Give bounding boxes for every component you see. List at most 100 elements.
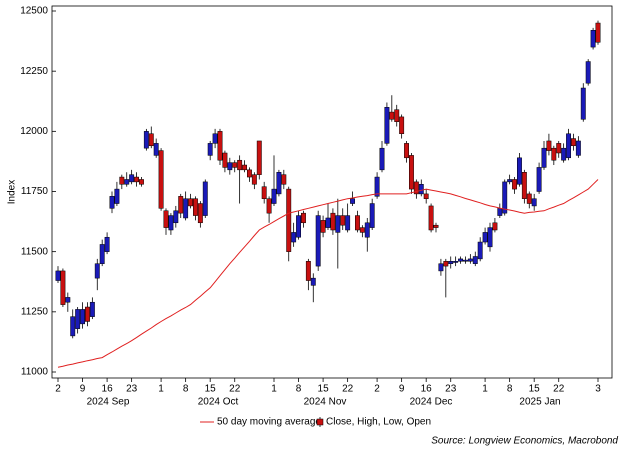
x-tick-label: 8 — [183, 384, 189, 395]
candle-body — [418, 184, 424, 195]
candle-body — [482, 232, 488, 243]
x-tick-label: 22 — [229, 384, 241, 395]
x-tick-label: 22 — [553, 384, 565, 395]
candle-body — [472, 256, 478, 264]
x-tick-label: 9 — [399, 384, 405, 395]
candle-body — [188, 198, 193, 207]
candle-body — [139, 179, 144, 185]
candle-body — [237, 159, 243, 171]
candle-body — [70, 316, 76, 337]
y-tick-label: 11250 — [21, 306, 49, 317]
y-tick-label: 11000 — [21, 367, 49, 378]
candle-body — [281, 174, 287, 185]
y-tick-label: 11500 — [21, 246, 49, 257]
y-tick-label: 12250 — [20, 66, 48, 77]
legend-swatch — [316, 418, 324, 426]
x-tick-label: 15 — [205, 384, 217, 395]
candle-body — [75, 309, 81, 329]
candle-body — [60, 270, 66, 305]
candle-body — [409, 155, 414, 190]
candle-body — [183, 198, 189, 219]
candle-body — [384, 107, 390, 144]
candle-body — [536, 167, 542, 192]
candle-body — [394, 109, 400, 122]
candle-body — [163, 210, 169, 228]
candle-body — [463, 259, 468, 262]
candle-body — [379, 147, 385, 171]
candle-body — [551, 147, 557, 161]
candle-body — [492, 222, 498, 231]
candle-body — [242, 164, 247, 171]
candle-body — [477, 241, 483, 260]
x-tick-label: 16 — [102, 384, 114, 395]
candle-body — [453, 261, 459, 263]
x-tick-label: 23 — [445, 384, 457, 395]
source: Source: Longview Economics, Macrobond — [431, 436, 618, 447]
candle-body — [99, 244, 105, 264]
y-tick-label: 12000 — [20, 126, 48, 137]
y-axis-label: Index — [7, 180, 18, 204]
moving-average-line — [57, 179, 599, 368]
candle-body — [350, 198, 355, 204]
candle-body — [595, 22, 601, 43]
candle-body — [566, 133, 571, 159]
x-tick-label: 15 — [529, 384, 541, 395]
x-tick-label: 23 — [126, 384, 138, 395]
x-tick-label: 8 — [296, 384, 302, 395]
candle-body — [443, 261, 449, 267]
month-label: 2024 Dec — [410, 397, 453, 408]
candle-body — [590, 30, 596, 48]
y-tick-label: 11750 — [21, 186, 49, 197]
candle-body — [217, 131, 223, 161]
candle-body — [197, 203, 203, 224]
candle-body — [271, 188, 277, 204]
candle-body — [212, 133, 218, 144]
month-label: 2024 Sep — [87, 397, 130, 408]
month-label: 2024 Oct — [198, 397, 239, 408]
candle-body — [448, 261, 454, 264]
candle-body — [374, 176, 380, 197]
candle-body — [423, 193, 429, 199]
candle-body — [286, 188, 292, 252]
candle-body — [517, 157, 522, 185]
candle-body — [580, 87, 586, 120]
candle-body — [433, 224, 439, 228]
candle-body — [502, 181, 508, 214]
candle-body — [296, 215, 301, 238]
candle-body — [369, 203, 375, 228]
candle-body — [561, 147, 567, 161]
candle-body — [207, 143, 213, 156]
candle-body — [330, 212, 336, 231]
candle-body — [541, 147, 547, 168]
candle-body — [85, 306, 90, 322]
legend-label: Close, High, Low, Open — [326, 417, 431, 428]
candle-body — [143, 131, 149, 149]
x-tick-label: 15 — [318, 384, 330, 395]
candle-body — [512, 179, 517, 190]
candle-body — [148, 133, 154, 147]
candle-body — [168, 215, 174, 231]
x-tick-label: 1 — [482, 384, 488, 395]
candle-body — [173, 210, 179, 224]
candle-body — [413, 181, 419, 195]
candle-body — [310, 277, 316, 286]
candle-body — [531, 198, 537, 207]
x-tick-label: 2 — [374, 384, 380, 395]
candle-body — [134, 176, 139, 183]
candle-body — [301, 212, 306, 224]
candle-body — [428, 205, 434, 231]
x-tick-label: 9 — [80, 384, 86, 395]
x-tick-label: 1 — [271, 384, 277, 395]
candle-body — [222, 152, 228, 168]
candle-body — [227, 162, 233, 171]
candle-body — [585, 61, 591, 84]
candle-body — [340, 215, 346, 226]
x-tick-label: 8 — [507, 384, 513, 395]
candle-body — [359, 227, 365, 233]
candle-body — [487, 227, 493, 248]
candle-body — [178, 196, 184, 214]
candle-body — [526, 193, 532, 204]
candle-body — [320, 220, 326, 233]
candle-body — [497, 208, 503, 216]
